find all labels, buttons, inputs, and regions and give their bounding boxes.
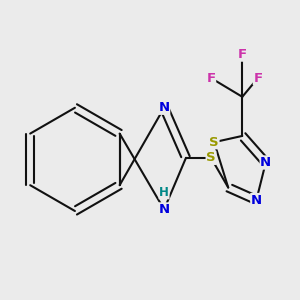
- Text: N: N: [260, 156, 271, 169]
- Text: F: F: [254, 71, 262, 85]
- Text: H: H: [159, 186, 169, 199]
- Text: N: N: [251, 194, 262, 207]
- Text: F: F: [206, 71, 216, 85]
- Text: S: S: [209, 136, 219, 149]
- Text: N: N: [158, 101, 169, 114]
- Text: N: N: [158, 203, 169, 216]
- Text: S: S: [206, 151, 216, 164]
- Text: F: F: [238, 48, 247, 61]
